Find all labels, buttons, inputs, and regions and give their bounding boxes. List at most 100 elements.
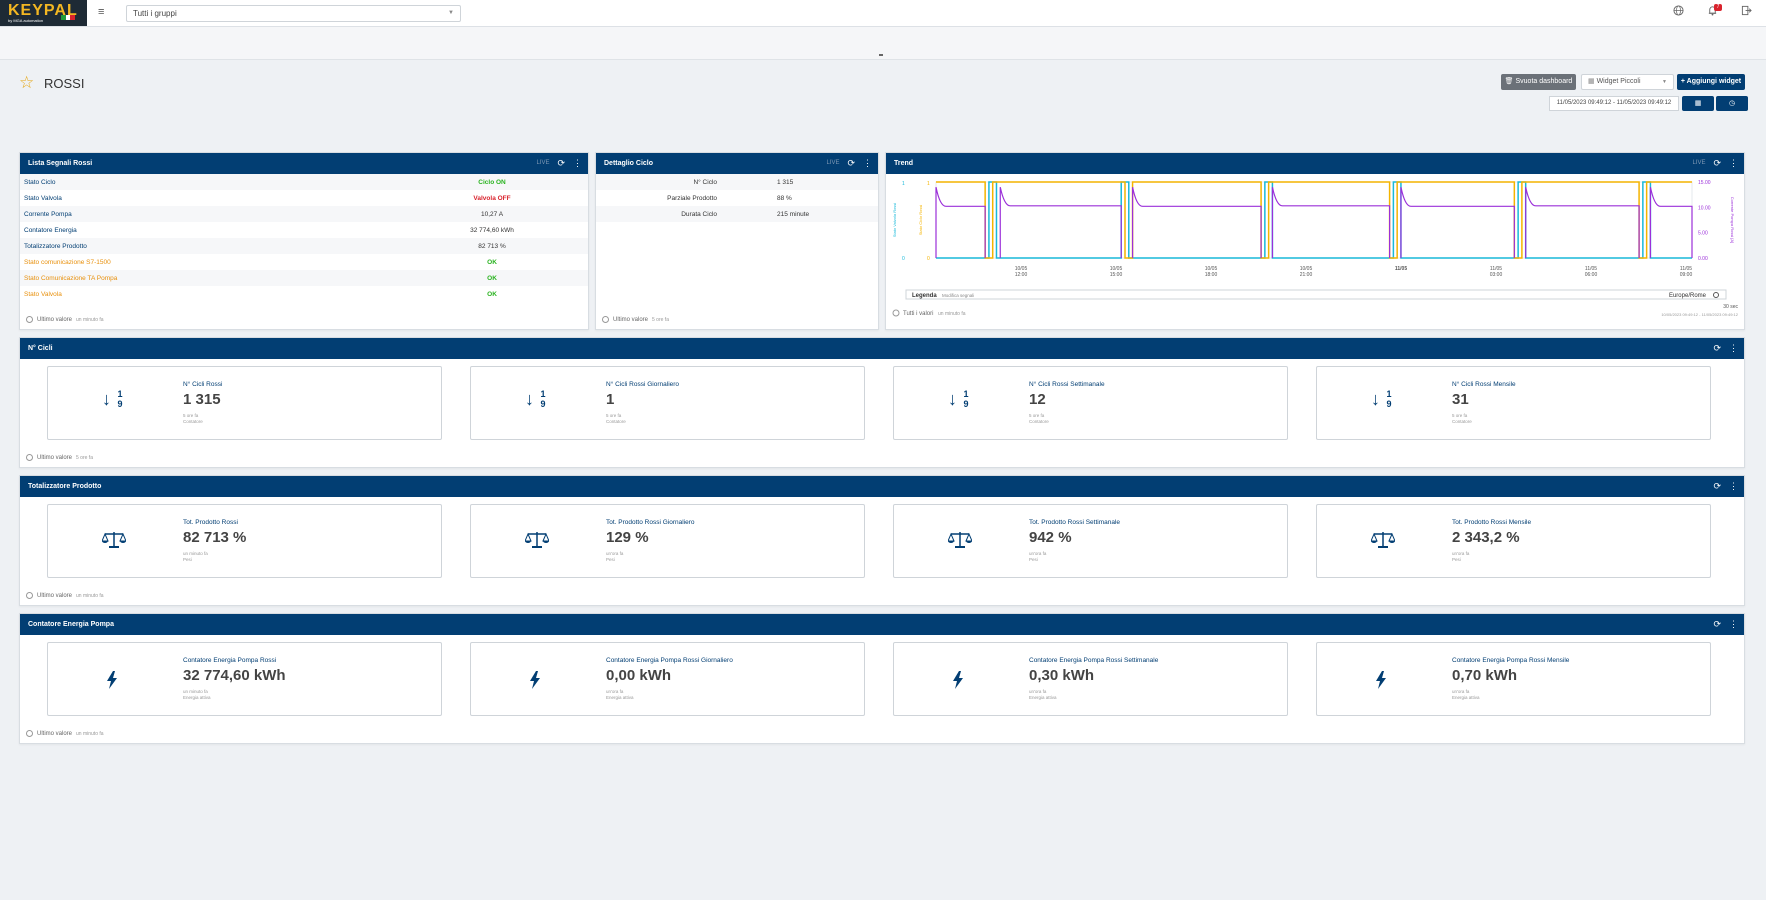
y-right-tick: 15.00 [1698, 180, 1711, 186]
clock-icon: ◷ [1728, 100, 1736, 107]
kpi-value: 1 [606, 391, 615, 408]
detail-value: 215 minute [737, 206, 878, 222]
kpi-card[interactable]: Tot. Prodotto Rossi Mensile 2 343,2 % un… [1316, 504, 1711, 578]
panel-footer: Ultimo valore un minuto fa [26, 316, 104, 323]
legend-sub: Modifica segnali [942, 293, 974, 298]
kpi-value: 0,30 kWh [1029, 667, 1095, 684]
refresh-icon[interactable]: ⟳ [1713, 158, 1721, 168]
kpi-title: N° Cicli Rossi Mensile [1452, 381, 1516, 388]
kpi-value: 32 774,60 kWh [183, 667, 286, 684]
signal-value: 32 774,60 kWh [470, 226, 514, 234]
widget-size-select[interactable]: ▦ Widget Piccoli ▼ [1581, 74, 1674, 90]
kpi-ago: un'ora fa [1029, 689, 1047, 694]
energy-title: Contatore Energia Pompa [28, 621, 114, 628]
refresh-icon[interactable]: ⟳ [1713, 619, 1721, 629]
series-line [1131, 186, 1262, 258]
footer-label: Ultimo valore [37, 730, 73, 737]
kpi-ago: 5 ore fa [183, 413, 199, 418]
group-select[interactable]: Tutti i gruppi ▼ [126, 5, 461, 22]
notification-badge: 7 [1714, 4, 1722, 11]
trend-chart[interactable]: 1 0 1 0 Stato Valvola Rossi Stato Ciclo Rossi… [886, 174, 1744, 329]
signal-value: Valvola OFF [473, 194, 511, 202]
kpi-card[interactable]: ↓ 1 9 N° Cicli Rossi Settimanale 12 5 ore … [893, 366, 1288, 440]
kpi-category: Contatore [1452, 419, 1472, 424]
favorite-star-icon[interactable]: ☆ [19, 73, 35, 92]
signal-value: Ciclo ON [396, 174, 588, 190]
energy-header: Contatore Energia Pompa ⟳ ⋮ [20, 614, 1744, 635]
x-tick-date: 11/05 [1585, 266, 1597, 272]
counter-icon: ↓ 1 9 [525, 389, 546, 409]
kpi-card[interactable]: Tot. Prodotto Rossi Settimanale 942 % un… [893, 504, 1288, 578]
kpi-value: 12 [1029, 391, 1046, 408]
cycle-detail-title: Dettaglio Ciclo [604, 160, 654, 167]
chevron-down-icon: ▼ [1662, 79, 1667, 85]
signal-value: OK [487, 290, 497, 298]
kpi-card[interactable]: Tot. Prodotto Rossi Giornaliero 129 % un… [470, 504, 865, 578]
legend-bar [905, 289, 1727, 300]
kpi-card[interactable]: Contatore Energia Pompa Rossi Settimanal… [893, 642, 1288, 716]
signal-label: Contatore Energia [24, 226, 77, 234]
kpi-card[interactable]: ↓ 1 9 N° Cicli Rossi Mensile 31 5 ore fa C… [1316, 366, 1711, 440]
series-line [935, 186, 986, 258]
duration-label: 30 sec [1723, 304, 1738, 310]
more-options-icon[interactable]: ⋮ [1729, 619, 1738, 629]
kpi-card[interactable]: ↓ 1 9 N° Cicli Rossi Giornaliero 1 5 ore f… [470, 366, 865, 440]
footer-label: Ultimo valore [37, 454, 73, 461]
live-indicator: LIVE [1692, 160, 1706, 166]
more-options-icon[interactable]: ⋮ [573, 158, 582, 168]
cycle-detail-table: N° Ciclo 1 315 Parziale Prodotto 88 % Dura… [596, 174, 878, 222]
detail-label: Durata Ciclo [596, 206, 737, 222]
more-options-icon[interactable]: ⋮ [1729, 481, 1738, 491]
kpi-title: Tot. Prodotto Rossi Settimanale [1029, 519, 1121, 526]
refresh-icon[interactable]: ⟳ [557, 158, 565, 168]
keypal-logo[interactable]: KEYPAL by MGA automation [0, 0, 87, 26]
x-tick-time: 06:00 [1585, 272, 1598, 278]
kpi-card[interactable]: Contatore Energia Pompa Rossi 32 774,60 … [47, 642, 442, 716]
series-line [1649, 186, 1693, 258]
kpi-category: Contatore [183, 419, 203, 424]
kpi-card[interactable]: ↓ 1 9 N° Cicli Rossi 1 315 5 ore fa Contat… [47, 366, 442, 440]
refresh-icon[interactable]: ⟳ [847, 158, 855, 168]
kpi-ago: un'ora fa [606, 551, 624, 556]
y-left-tick: 1 [902, 181, 905, 187]
calendar-button[interactable]: ▦ [1682, 96, 1714, 111]
y-right-tick: 5.00 [1698, 231, 1708, 237]
italy-flag-icon [61, 15, 76, 20]
sub-bar [0, 27, 1766, 60]
clear-dashboard-button[interactable]: 🗑︎ Svuota dashboard [1501, 74, 1576, 90]
refresh-icon[interactable]: ⟳ [1713, 481, 1721, 491]
more-options-icon[interactable]: ⋮ [1729, 158, 1738, 168]
panel-footer: Ultimo valore un minuto fa [26, 730, 104, 737]
cycle-detail-panel: Dettaglio Ciclo LIVE ⟳ ⋮ N° Ciclo 1 315 P… [595, 152, 879, 330]
kpi-title: Contatore Energia Pompa Rossi [183, 657, 277, 664]
widget-size-value: Widget Piccoli [1596, 78, 1641, 85]
kpi-card[interactable]: Tot. Prodotto Rossi 82 713 % un minuto f… [47, 504, 442, 578]
more-options-icon[interactable]: ⋮ [1729, 343, 1738, 353]
signal-label: Stato comunicazione S7-1500 [24, 258, 111, 266]
signals-panel: Lista Segnali Rossi LIVE ⟳ ⋮ Stato Ciclo… [19, 152, 589, 330]
clock-button[interactable]: ◷ [1716, 96, 1748, 111]
plus-icon: + [1680, 78, 1687, 85]
panel-footer: Ultimo valore 5 ore fa [26, 454, 93, 461]
add-widget-button[interactable]: + Aggiungi widget [1677, 74, 1745, 90]
add-widget-label: Aggiungi widget [1686, 78, 1742, 85]
menu-icon[interactable]: ≡ [98, 6, 105, 18]
logout-icon[interactable] [1738, 5, 1754, 21]
footer-label: Tutti i valori [903, 311, 933, 317]
x-tick-date: 11/05 [1395, 266, 1407, 272]
lightning-icon [1375, 671, 1387, 691]
collapse-handle[interactable] [879, 54, 883, 56]
trend-panel: Trend LIVE ⟳ ⋮ 1 0 1 0 Stato Valvola Rossi St… [885, 152, 1745, 330]
kpi-card[interactable]: Contatore Energia Pompa Rossi Mensile 0,… [1316, 642, 1711, 716]
globe-icon[interactable] [1670, 5, 1686, 21]
series-line [1271, 186, 1391, 258]
kpi-card[interactable]: Contatore Energia Pompa Rossi Giornalier… [470, 642, 865, 716]
kpi-ago: 5 ore fa [606, 413, 622, 418]
more-options-icon[interactable]: ⋮ [863, 158, 872, 168]
kpi-ago: 5 ore fa [1029, 413, 1045, 418]
table-row: Durata Ciclo 215 minute [596, 206, 878, 222]
clock-icon [1713, 292, 1719, 298]
date-range-input[interactable]: 11/05/2023 09:49:12 - 11/05/2023 09:49:1… [1549, 96, 1679, 111]
signal-label: Stato Comunicazione TA Pompa [20, 270, 397, 286]
refresh-icon[interactable]: ⟳ [1713, 343, 1721, 353]
